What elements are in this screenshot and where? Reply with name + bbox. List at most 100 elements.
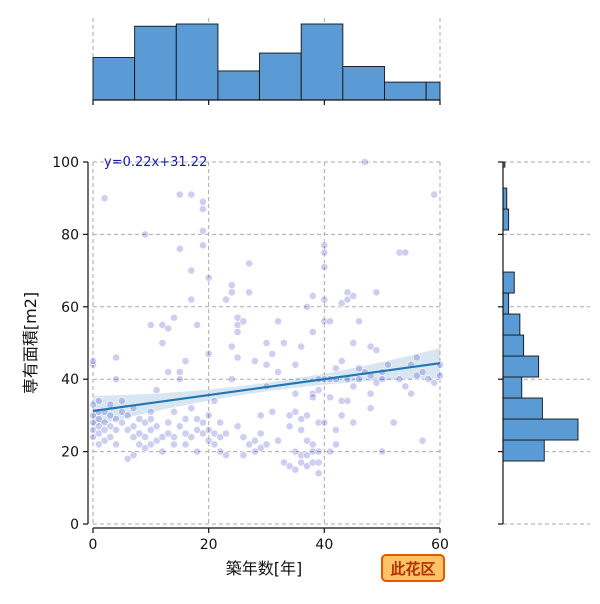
data-point (227, 288, 236, 297)
data-point (285, 422, 294, 431)
data-point (135, 415, 144, 423)
data-point (320, 295, 329, 304)
data-point (349, 291, 358, 300)
data-point (314, 447, 323, 456)
data-point (198, 241, 207, 250)
data-point (112, 375, 120, 384)
data-point (100, 418, 109, 427)
regression-line (92, 362, 441, 413)
x-tick-label: 0 (89, 537, 98, 553)
data-point (326, 447, 334, 456)
data-point (308, 440, 317, 449)
data-point (222, 295, 230, 304)
data-point (146, 407, 155, 416)
data-point (187, 295, 196, 304)
data-point (412, 353, 421, 362)
data-point (291, 360, 300, 369)
data-point (170, 433, 178, 441)
data-point (337, 357, 346, 365)
data-point (175, 422, 184, 431)
data-point (308, 458, 317, 467)
data-point (170, 440, 178, 449)
hist-y-bar (502, 334, 525, 357)
data-point (291, 407, 300, 416)
ward-badge-box (381, 554, 445, 582)
data-point (210, 429, 219, 438)
data-point (129, 433, 138, 441)
data-point (187, 433, 196, 441)
data-point (250, 447, 259, 456)
data-point (349, 382, 358, 391)
data-point (250, 436, 259, 445)
x-axis-label: 築年数[年] (226, 559, 303, 578)
data-point (222, 429, 230, 438)
data-point (112, 415, 120, 423)
data-point (198, 205, 207, 213)
data-point (303, 462, 311, 470)
data-point (337, 396, 346, 405)
data-point (256, 429, 265, 438)
data-point (395, 375, 404, 384)
data-point (181, 429, 190, 438)
ward-badge-label: 此花区 (390, 560, 435, 578)
hist-x-bar (259, 52, 302, 101)
data-point (355, 364, 363, 373)
data-point (106, 400, 115, 409)
data-point (227, 375, 236, 384)
data-point (274, 368, 282, 376)
hist-y-bar (502, 439, 545, 462)
hist-y-bar (502, 376, 523, 399)
data-point (262, 360, 271, 369)
data-point (123, 454, 132, 463)
data-point (320, 241, 329, 250)
data-point (146, 440, 155, 449)
data-point (303, 436, 311, 445)
data-point (175, 375, 184, 384)
y-tick-label: 20 (61, 445, 79, 461)
data-point (141, 230, 149, 239)
data-point (112, 440, 120, 449)
data-point (233, 422, 242, 431)
data-point (279, 339, 288, 347)
data-point (418, 436, 427, 445)
data-point (216, 418, 225, 427)
data-point (175, 368, 184, 376)
data-point (326, 317, 334, 326)
data-point (418, 368, 427, 376)
data-point (135, 440, 144, 449)
data-point (395, 248, 404, 257)
data-point (291, 447, 300, 456)
hist-y-bar (502, 313, 521, 336)
data-point (256, 411, 265, 420)
data-point (164, 418, 173, 427)
data-point (378, 447, 387, 456)
data-point (89, 357, 97, 365)
data-point (297, 415, 306, 423)
data-point (112, 353, 120, 362)
data-point (222, 451, 230, 460)
data-point (314, 386, 323, 394)
data-point (308, 393, 317, 402)
data-point (181, 357, 190, 365)
data-point (297, 425, 306, 434)
data-point (100, 436, 109, 445)
data-point (274, 436, 282, 445)
data-point (349, 418, 358, 427)
data-point (106, 422, 115, 431)
y-tick-label: 0 (70, 517, 79, 533)
data-point (256, 444, 265, 452)
data-point (198, 418, 207, 427)
hist-y-bar (502, 418, 579, 441)
data-point (123, 411, 132, 420)
data-point (170, 407, 178, 416)
data-point (268, 407, 277, 416)
data-point (372, 378, 381, 387)
data-point (262, 440, 271, 449)
data-point (158, 433, 167, 441)
data-point (245, 259, 254, 268)
data-point (146, 425, 155, 434)
scatter-points (89, 158, 444, 478)
y-tick-label: 80 (61, 227, 79, 243)
data-point (430, 190, 439, 199)
